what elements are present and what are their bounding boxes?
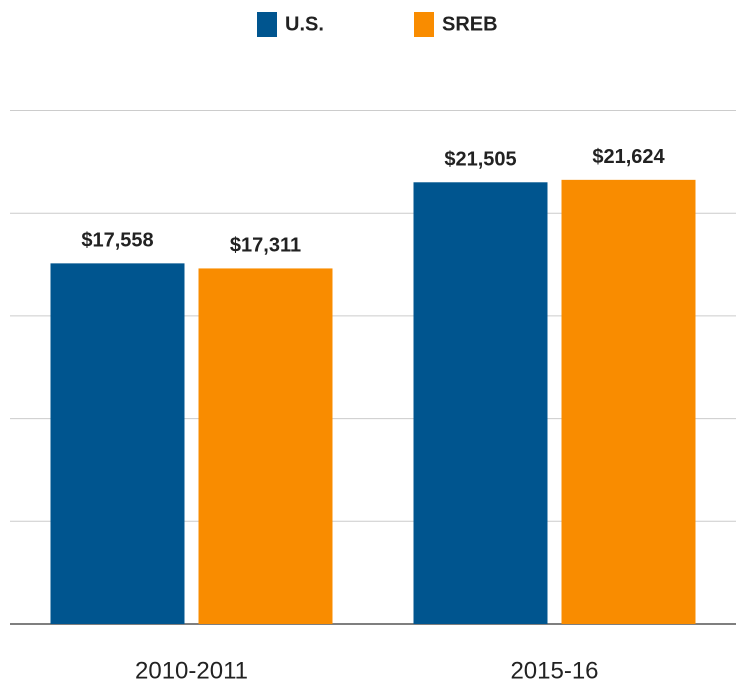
legend-label: U.S. <box>285 13 324 35</box>
bar <box>198 268 333 624</box>
value-label: $21,624 <box>592 146 665 168</box>
bar <box>50 263 185 624</box>
bar <box>413 182 548 624</box>
legend-swatch <box>257 12 277 37</box>
x-tick-label: 2015-16 <box>510 657 598 684</box>
legend-label: SREB <box>442 13 498 35</box>
value-label: $17,558 <box>81 230 153 252</box>
bar <box>561 179 696 625</box>
x-tick-label: 2010-2011 <box>135 657 248 684</box>
legend-swatch <box>414 12 434 37</box>
value-label: $21,505 <box>444 149 516 171</box>
value-label: $17,311 <box>230 235 301 257</box>
